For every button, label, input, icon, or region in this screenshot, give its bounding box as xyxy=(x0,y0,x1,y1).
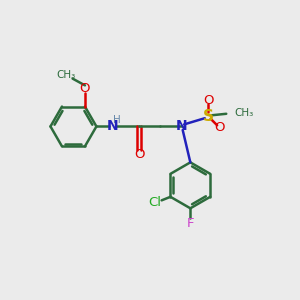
Text: N: N xyxy=(176,119,187,134)
Text: O: O xyxy=(80,82,90,95)
Text: Cl: Cl xyxy=(148,196,161,208)
Text: F: F xyxy=(187,217,194,230)
Text: CH₃: CH₃ xyxy=(56,70,75,80)
Text: O: O xyxy=(134,148,144,161)
Text: O: O xyxy=(203,94,213,107)
Text: S: S xyxy=(202,109,214,124)
Text: CH₃: CH₃ xyxy=(235,108,254,118)
Text: O: O xyxy=(214,121,224,134)
Text: N: N xyxy=(107,119,118,134)
Text: H: H xyxy=(112,115,120,125)
